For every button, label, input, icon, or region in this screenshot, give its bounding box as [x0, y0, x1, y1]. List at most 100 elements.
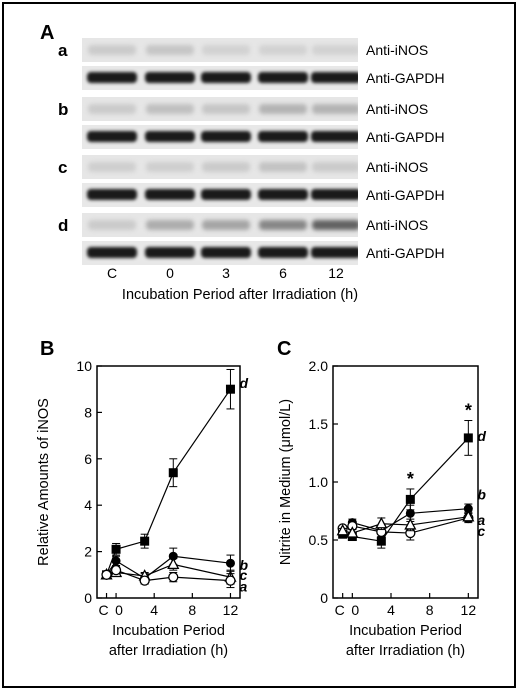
- gapdh-band: [201, 72, 251, 83]
- gapdh-band: [145, 247, 195, 258]
- series-label: b: [239, 557, 248, 573]
- inos-band: [259, 104, 307, 114]
- x-tick-label: 0: [351, 602, 359, 618]
- data-point-open-triangle: [346, 526, 359, 538]
- y-tick-label: 1.0: [309, 474, 329, 490]
- x-tick-label: C: [335, 602, 345, 618]
- data-point-open-circle: [225, 575, 236, 586]
- inos-band: [312, 220, 358, 230]
- gapdh-label: Anti-GAPDH: [366, 129, 445, 145]
- data-point-open-triangle: [336, 523, 349, 536]
- data-point-filled-circle: [225, 558, 235, 568]
- y-tick-label: 0: [84, 590, 92, 606]
- gapdh-band: [311, 189, 358, 200]
- data-point-filled-circle: [111, 556, 121, 566]
- series-label: a: [239, 579, 247, 595]
- data-point-open-triangle: [375, 516, 388, 529]
- panel-b-letter: B: [40, 338, 55, 360]
- inos-band: [146, 220, 194, 230]
- x-tick-label: 12: [223, 602, 239, 618]
- gapdh-band: [258, 247, 308, 258]
- x-axis-label: after Irradiation (h): [346, 643, 465, 659]
- data-point-square: [111, 544, 121, 554]
- lane-label: 3: [222, 265, 230, 281]
- blot-row-letter: a: [58, 41, 68, 60]
- significance-asterisk: *: [465, 401, 472, 421]
- data-point-square: [463, 433, 473, 443]
- panel-c-letter: C: [277, 338, 292, 360]
- y-axis-label: Nitrite in Medium (μmol/L): [278, 399, 294, 565]
- y-tick-label: 6: [84, 451, 92, 467]
- y-tick-label: 10: [76, 358, 92, 374]
- gapdh-label: Anti-GAPDH: [366, 245, 445, 261]
- inos-blot-strip: [82, 213, 358, 237]
- gapdh-blot-strip: [82, 66, 358, 90]
- series-label: b: [477, 487, 486, 503]
- data-point-open-triangle: [462, 509, 475, 522]
- inos-label: Anti-iNOS: [366, 159, 429, 175]
- lane-label: C: [106, 265, 118, 281]
- gapdh-band: [201, 131, 251, 142]
- gapdh-band: [311, 247, 358, 258]
- gapdh-label: Anti-GAPDH: [366, 187, 445, 203]
- lane-label: 0: [166, 265, 174, 281]
- y-tick-label: 8: [84, 404, 92, 420]
- gapdh-band: [311, 72, 358, 83]
- x-tick-label: 0: [115, 602, 123, 618]
- gapdh-band: [258, 72, 308, 83]
- x-tick-label: 12: [461, 602, 477, 618]
- y-tick-label: 1.5: [309, 416, 329, 432]
- series-label: a: [477, 512, 485, 528]
- inos-band: [312, 104, 358, 114]
- gapdh-band: [87, 131, 137, 142]
- y-tick-label: 2.0: [309, 358, 329, 374]
- inos-blot-strip: [82, 38, 358, 62]
- inos-band: [202, 45, 250, 55]
- y-tick-label: 2: [84, 544, 92, 560]
- panel-a-xlabel: Incubation Period after Irradiation (h): [121, 287, 359, 303]
- gapdh-label: Anti-GAPDH: [366, 70, 445, 86]
- data-point-square: [225, 384, 235, 394]
- data-point-open-circle: [168, 571, 179, 583]
- y-tick-label: 4: [84, 497, 92, 513]
- x-tick-label: 4: [387, 602, 395, 618]
- inos-band: [88, 162, 136, 172]
- y-tick-label: 0.5: [309, 532, 329, 548]
- x-axis-label: Incubation Period: [349, 623, 462, 639]
- data-point-square: [405, 494, 415, 504]
- series-label: c: [477, 523, 485, 539]
- inos-band: [146, 104, 194, 114]
- inos-band: [312, 162, 358, 172]
- gapdh-band: [145, 72, 195, 83]
- inos-band: [88, 45, 136, 55]
- inos-blot-strip: [82, 97, 358, 121]
- lane-label: 6: [279, 265, 287, 281]
- inos-band: [259, 45, 307, 55]
- series-label: d: [477, 428, 486, 444]
- gapdh-blot-strip: [82, 183, 358, 207]
- gapdh-band: [201, 247, 251, 258]
- x-tick-label: C: [98, 602, 108, 618]
- gapdh-band: [145, 131, 195, 142]
- blot-row-letter: c: [58, 158, 68, 177]
- plot-frame: [332, 365, 479, 599]
- data-point-square: [168, 468, 178, 478]
- data-point-open-triangle: [167, 557, 180, 570]
- plot-frame: [96, 365, 241, 599]
- lane-label: 12: [328, 265, 344, 281]
- inos-band: [202, 162, 250, 172]
- inos-label: Anti-iNOS: [366, 101, 429, 117]
- gapdh-band: [201, 189, 251, 200]
- inos-band: [146, 45, 194, 55]
- data-point-open-circle: [110, 565, 122, 576]
- gapdh-band: [145, 189, 195, 200]
- inos-blot-strip: [82, 155, 358, 179]
- x-axis-label: Incubation Period: [112, 623, 225, 639]
- inos-band: [146, 162, 194, 172]
- inos-band: [312, 45, 358, 55]
- data-point-filled-circle: [405, 508, 415, 518]
- inos-label: Anti-iNOS: [366, 42, 429, 58]
- data-point-open-circle: [101, 569, 112, 580]
